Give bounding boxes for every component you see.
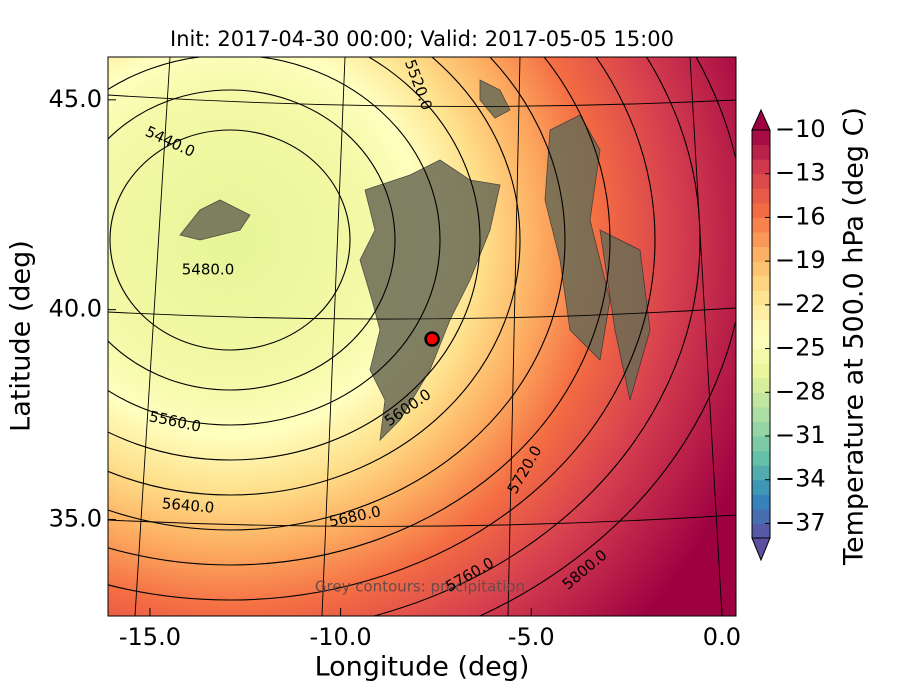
colorbar-segment [752,144,770,160]
colorbar-tick-label: −34 [775,465,826,493]
colorbar-segment [752,232,770,248]
colorbar-segment [752,159,770,175]
y-tick-label: 35.0 [49,504,102,532]
colorbar-segment [752,261,770,277]
colorbar-segment [752,421,770,437]
colorbar-segment [752,130,770,146]
colorbar-tick-label: −28 [775,377,826,405]
x-tick-label: 0.0 [703,623,741,651]
contour-label: 5480.0 [182,261,235,279]
colorbar-segment [752,217,770,233]
y-tick-label: 40.0 [49,295,102,323]
colorbar-label: Temperature at 500.0 hPa (deg C) [839,107,870,566]
colorbar-segment [752,436,770,452]
colorbar-segment [752,188,770,204]
chart-title: Init: 2017-04-30 00:00; Valid: 2017-05-0… [170,27,674,51]
colorbar-tick-label: −25 [775,334,826,362]
colorbar-segment [752,406,770,422]
colorbar [751,108,771,562]
x-tick-label: -10.0 [310,623,372,651]
plot-frame [107,56,737,617]
colorbar-segment [752,494,770,510]
x-tick-label: -15.0 [119,623,181,651]
colorbar-segment [752,246,770,262]
colorbar-segment [752,465,770,481]
colorbar-segment [752,304,770,320]
colorbar-tick-label: −19 [775,246,826,274]
colorbar-tick-label: −22 [775,290,826,318]
colorbar-segment [752,334,770,350]
colorbar-segment [752,377,770,393]
colorbar-segment [752,450,770,466]
y-tick-label: 45.0 [49,85,102,113]
colorbar-frame [751,129,771,539]
colorbar-tick-label: −37 [775,508,826,536]
location-marker [424,331,440,347]
colorbar-segment [752,290,770,306]
colorbar-tick-label: −31 [775,421,826,449]
x-axis-label: Longitude (deg) [315,652,530,683]
colorbar-tick-label: −13 [775,159,826,187]
colorbar-segment [752,202,770,218]
y-axis-label: Latitude (deg) [6,240,37,432]
map-field [108,57,736,616]
annotation: Grey contours: precipitation [315,578,525,596]
colorbar-tick-label: −16 [775,202,826,230]
colorbar-segment [752,275,770,291]
contour-label: 5640.0 [161,494,215,517]
colorbar-segment [752,319,770,335]
colorbar-segment [752,348,770,364]
x-tick-label: -5.0 [508,623,555,651]
colorbar-segment [752,523,770,539]
colorbar-segment [752,392,770,408]
colorbar-segment [752,173,770,189]
colorbar-tick-label: −10 [775,115,826,143]
colorbar-segment [752,363,770,379]
colorbar-segment [752,479,770,495]
colorbar-segment [752,508,770,524]
colorbar-extend-top [751,108,771,131]
colorbar-extend-bottom [751,537,771,562]
